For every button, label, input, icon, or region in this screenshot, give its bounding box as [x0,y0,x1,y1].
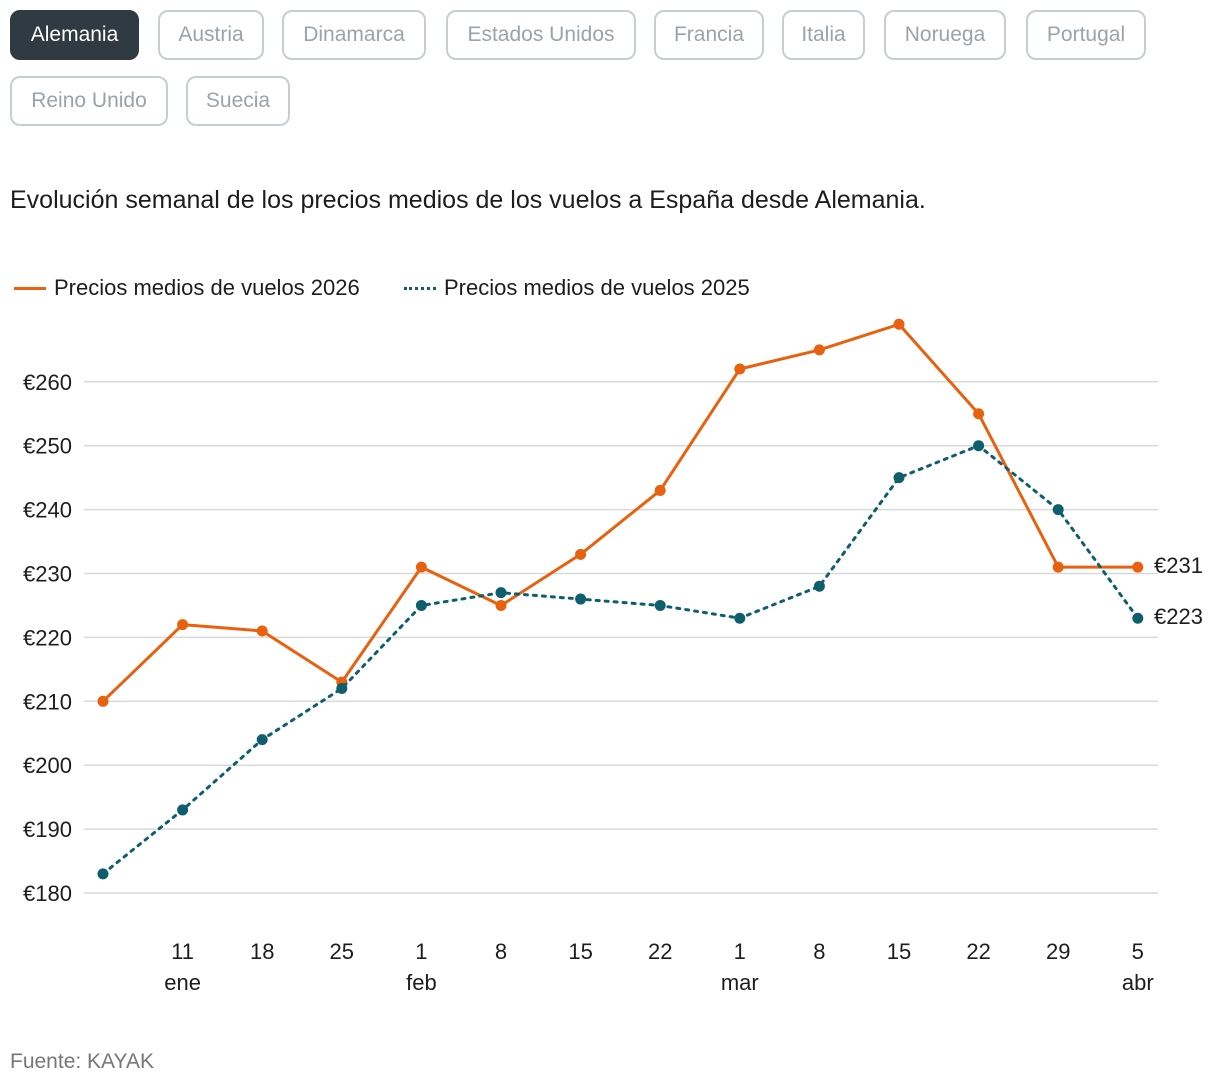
y-tick-label: €230 [23,562,72,587]
data-point-2026 [973,408,985,420]
y-tick-label: €180 [23,881,72,906]
data-point-2025 [1132,612,1144,624]
data-point-2026 [97,695,109,707]
x-tick-month-label: ene [164,970,201,995]
x-tick-label: 25 [330,939,354,964]
legend-swatch-2025 [404,286,436,290]
data-point-2025 [256,734,268,746]
tab-italia[interactable]: Italia [782,10,865,60]
line-chart: €180€190€200€210€220€230€240€250€26011en… [23,318,1203,995]
data-point-2026 [734,363,746,375]
y-tick-label: €240 [23,498,72,523]
tab-dinamarca[interactable]: Dinamarca [282,10,426,60]
tab-suecia[interactable]: Suecia [186,76,290,126]
legend-label-2026: Precios medios de vuelos 2026 [54,275,360,300]
y-tick-label: €200 [23,753,72,778]
data-point-2025 [177,804,189,816]
legend-item-2025[interactable]: Precios medios de vuelos 2025 [404,274,750,302]
data-point-2026 [813,344,825,356]
x-tick-label: 11 [171,939,194,964]
x-tick-label: 5 [1132,939,1144,964]
x-tick-label: 1 [415,939,427,964]
data-point-2025 [575,593,587,605]
series-line-2025 [101,444,1140,876]
data-point-2025 [973,440,985,452]
tab-noruega[interactable]: Noruega [884,10,1006,60]
source-note: Fuente: KAYAK [10,1050,154,1073]
end-value-label-2026: €231 [1154,553,1203,578]
chart-subtitle: Evolución semanal de los precios medios … [10,186,926,214]
tab-portugal[interactable]: Portugal [1026,10,1146,60]
data-point-2026 [1132,561,1144,573]
x-tick-label: 22 [966,939,990,964]
data-point-2026 [1052,561,1064,573]
y-tick-label: €190 [23,817,72,842]
data-point-2025 [893,472,905,484]
legend-swatch-2026 [14,286,46,290]
tab-reino-unido[interactable]: Reino Unido [10,76,168,126]
tab-francia[interactable]: Francia [654,10,764,60]
data-point-2026 [893,318,905,330]
x-tick-label: 15 [568,939,592,964]
x-tick-month-label: feb [406,970,437,995]
data-point-2025 [1052,504,1064,516]
data-point-2026 [415,561,427,573]
x-tick-label: 1 [734,939,746,964]
data-point-2026 [495,599,507,611]
data-point-2026 [177,619,189,631]
x-tick-label: 18 [250,939,274,964]
data-point-2026 [575,548,587,560]
x-tick-month-label: mar [721,970,759,995]
data-point-2025 [415,599,427,611]
x-tick-label: 8 [495,939,507,964]
x-tick-label: 22 [648,939,672,964]
legend-item-2026[interactable]: Precios medios de vuelos 2026 [14,274,360,302]
data-point-2025 [495,587,507,599]
data-point-2026 [256,625,268,637]
data-point-2025 [734,612,746,624]
data-point-2025 [813,580,825,592]
series-line-2026 [101,322,1138,703]
data-point-2025 [97,868,109,880]
tab-estados-unidos[interactable]: Estados Unidos [446,10,636,60]
x-tick-label: 8 [813,939,825,964]
legend-label-2025: Precios medios de vuelos 2025 [444,275,750,300]
data-point-2025 [336,683,348,695]
data-point-2025 [654,599,666,611]
x-tick-label: 29 [1046,939,1070,964]
tab-alemania[interactable]: Alemania [10,10,139,60]
y-tick-label: €220 [23,625,72,650]
y-tick-label: €250 [23,434,72,459]
y-tick-label: €260 [23,370,72,395]
end-value-label-2025: €223 [1154,604,1203,629]
x-tick-month-label: abr [1122,970,1154,995]
y-tick-label: €210 [23,689,72,714]
tab-austria[interactable]: Austria [158,10,264,60]
data-point-2026 [654,484,666,496]
x-tick-label: 15 [887,939,911,964]
